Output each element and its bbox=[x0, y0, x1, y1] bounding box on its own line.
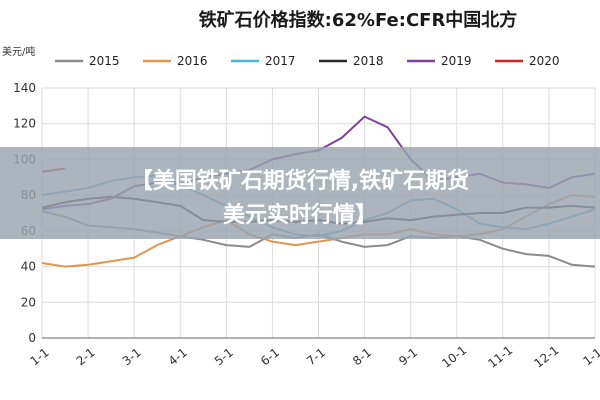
x-tick-label: 1-1 bbox=[581, 345, 600, 368]
banner-line-1: 【美国铁矿石期货行情,铁矿石期货 bbox=[131, 168, 469, 194]
x-tick-label: 4-1 bbox=[166, 345, 190, 368]
x-axis-ticks: 1-1 2-1 3-1 4-1 5-1 6-1 7-1 8-1 9-1 10-1 11-1 12-1 1… bbox=[28, 343, 600, 371]
legend-label-2018: 2018 bbox=[353, 54, 384, 68]
x-tick-label: 12-1 bbox=[531, 343, 561, 371]
legend-label-2015: 2015 bbox=[89, 54, 120, 68]
y-tick-label: 140 bbox=[13, 81, 36, 95]
x-tick-label: 3-1 bbox=[120, 345, 144, 368]
banner-line-2: 美元实时行情】 bbox=[223, 202, 377, 228]
banner-background bbox=[0, 147, 600, 239]
x-tick-label: 11-1 bbox=[485, 343, 515, 371]
legend: 2015 2016 2017 2018 2019 2020 bbox=[55, 54, 560, 68]
y-tick-label: 120 bbox=[13, 117, 36, 131]
chart-title: 铁矿石价格指数:62%Fe:CFR中国北方 bbox=[199, 9, 518, 31]
y-tick-label: 20 bbox=[21, 295, 36, 309]
y-axis-label: 美元/吨 bbox=[2, 45, 35, 58]
x-tick-label: 10-1 bbox=[439, 343, 469, 371]
x-tick-label: 2-1 bbox=[74, 345, 98, 368]
y-tick-label: 0 bbox=[28, 331, 36, 345]
x-tick-label: 5-1 bbox=[212, 345, 236, 368]
legend-label-2019: 2019 bbox=[441, 54, 472, 68]
x-tick-label: 6-1 bbox=[258, 345, 282, 368]
x-tick-label: 1-1 bbox=[28, 345, 52, 368]
x-tick-label: 7-1 bbox=[304, 345, 328, 368]
y-tick-label: 40 bbox=[21, 260, 36, 274]
legend-label-2020: 2020 bbox=[529, 54, 560, 68]
legend-label-2016: 2016 bbox=[177, 54, 208, 68]
legend-label-2017: 2017 bbox=[265, 54, 296, 68]
banner-overlay: 【美国铁矿石期货行情,铁矿石期货 美元实时行情】 bbox=[0, 147, 600, 239]
x-tick-label: 8-1 bbox=[350, 345, 374, 368]
x-tick-label: 9-1 bbox=[396, 345, 420, 368]
